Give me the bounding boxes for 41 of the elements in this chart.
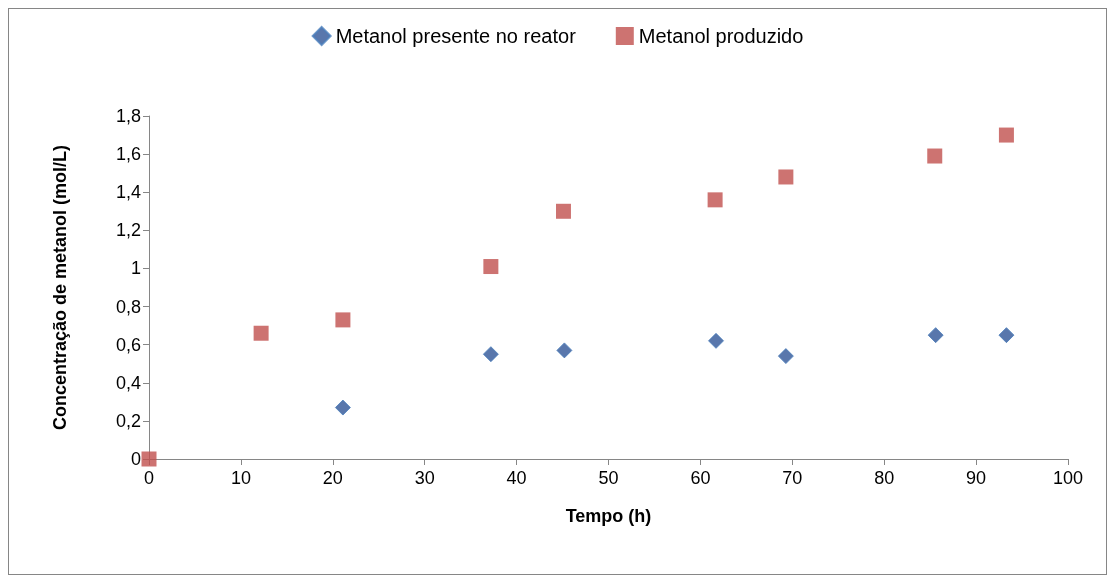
- y-tick-label: 0,8: [115, 296, 141, 317]
- x-tick-label: 100: [1052, 468, 1084, 488]
- point: [483, 259, 499, 275]
- point: [141, 451, 157, 467]
- x-tick-label: 10: [230, 468, 251, 488]
- point: [707, 192, 723, 208]
- point: [927, 148, 943, 164]
- x-tick-label: 80: [874, 468, 895, 488]
- point: [778, 169, 794, 185]
- x-tick-label: 20: [322, 468, 343, 488]
- x-tick-label: 0: [143, 468, 155, 488]
- y-tick-label: 1: [130, 258, 141, 279]
- legend-label: Metanol presente no reator: [335, 25, 577, 47]
- point: [556, 342, 573, 359]
- y-tick-label: 0,6: [115, 334, 141, 355]
- x-tick-label: 70: [782, 468, 803, 488]
- point: [927, 327, 944, 344]
- point: [482, 346, 499, 363]
- point: [555, 203, 571, 219]
- y-tick-label: 0: [130, 449, 141, 469]
- x-tick-label: 90: [966, 468, 987, 488]
- point: [253, 325, 269, 341]
- y-tick-label: 1,4: [115, 182, 141, 203]
- point: [335, 312, 351, 328]
- y-tick-label: 0,2: [115, 410, 141, 431]
- x-tick-label: 50: [598, 468, 619, 488]
- x-tick-label: 60: [690, 468, 711, 488]
- x-axis-title: Tempo (h): [565, 506, 652, 526]
- legend-label: Metanol produzido: [638, 25, 804, 47]
- x-tick-label: 30: [414, 468, 435, 488]
- y-tick-label: 1,8: [115, 106, 141, 126]
- point: [708, 332, 725, 349]
- point: [998, 327, 1015, 344]
- point: [334, 399, 351, 416]
- y-tick-label: 1,2: [115, 220, 141, 241]
- y-tick-label: 1,6: [115, 144, 141, 165]
- y-axis-title: Concentração de metanol (mol/L): [50, 144, 70, 431]
- x-tick-label: 40: [506, 468, 527, 488]
- point: [777, 348, 794, 365]
- point: [998, 127, 1014, 143]
- y-tick-label: 0,4: [115, 372, 141, 393]
